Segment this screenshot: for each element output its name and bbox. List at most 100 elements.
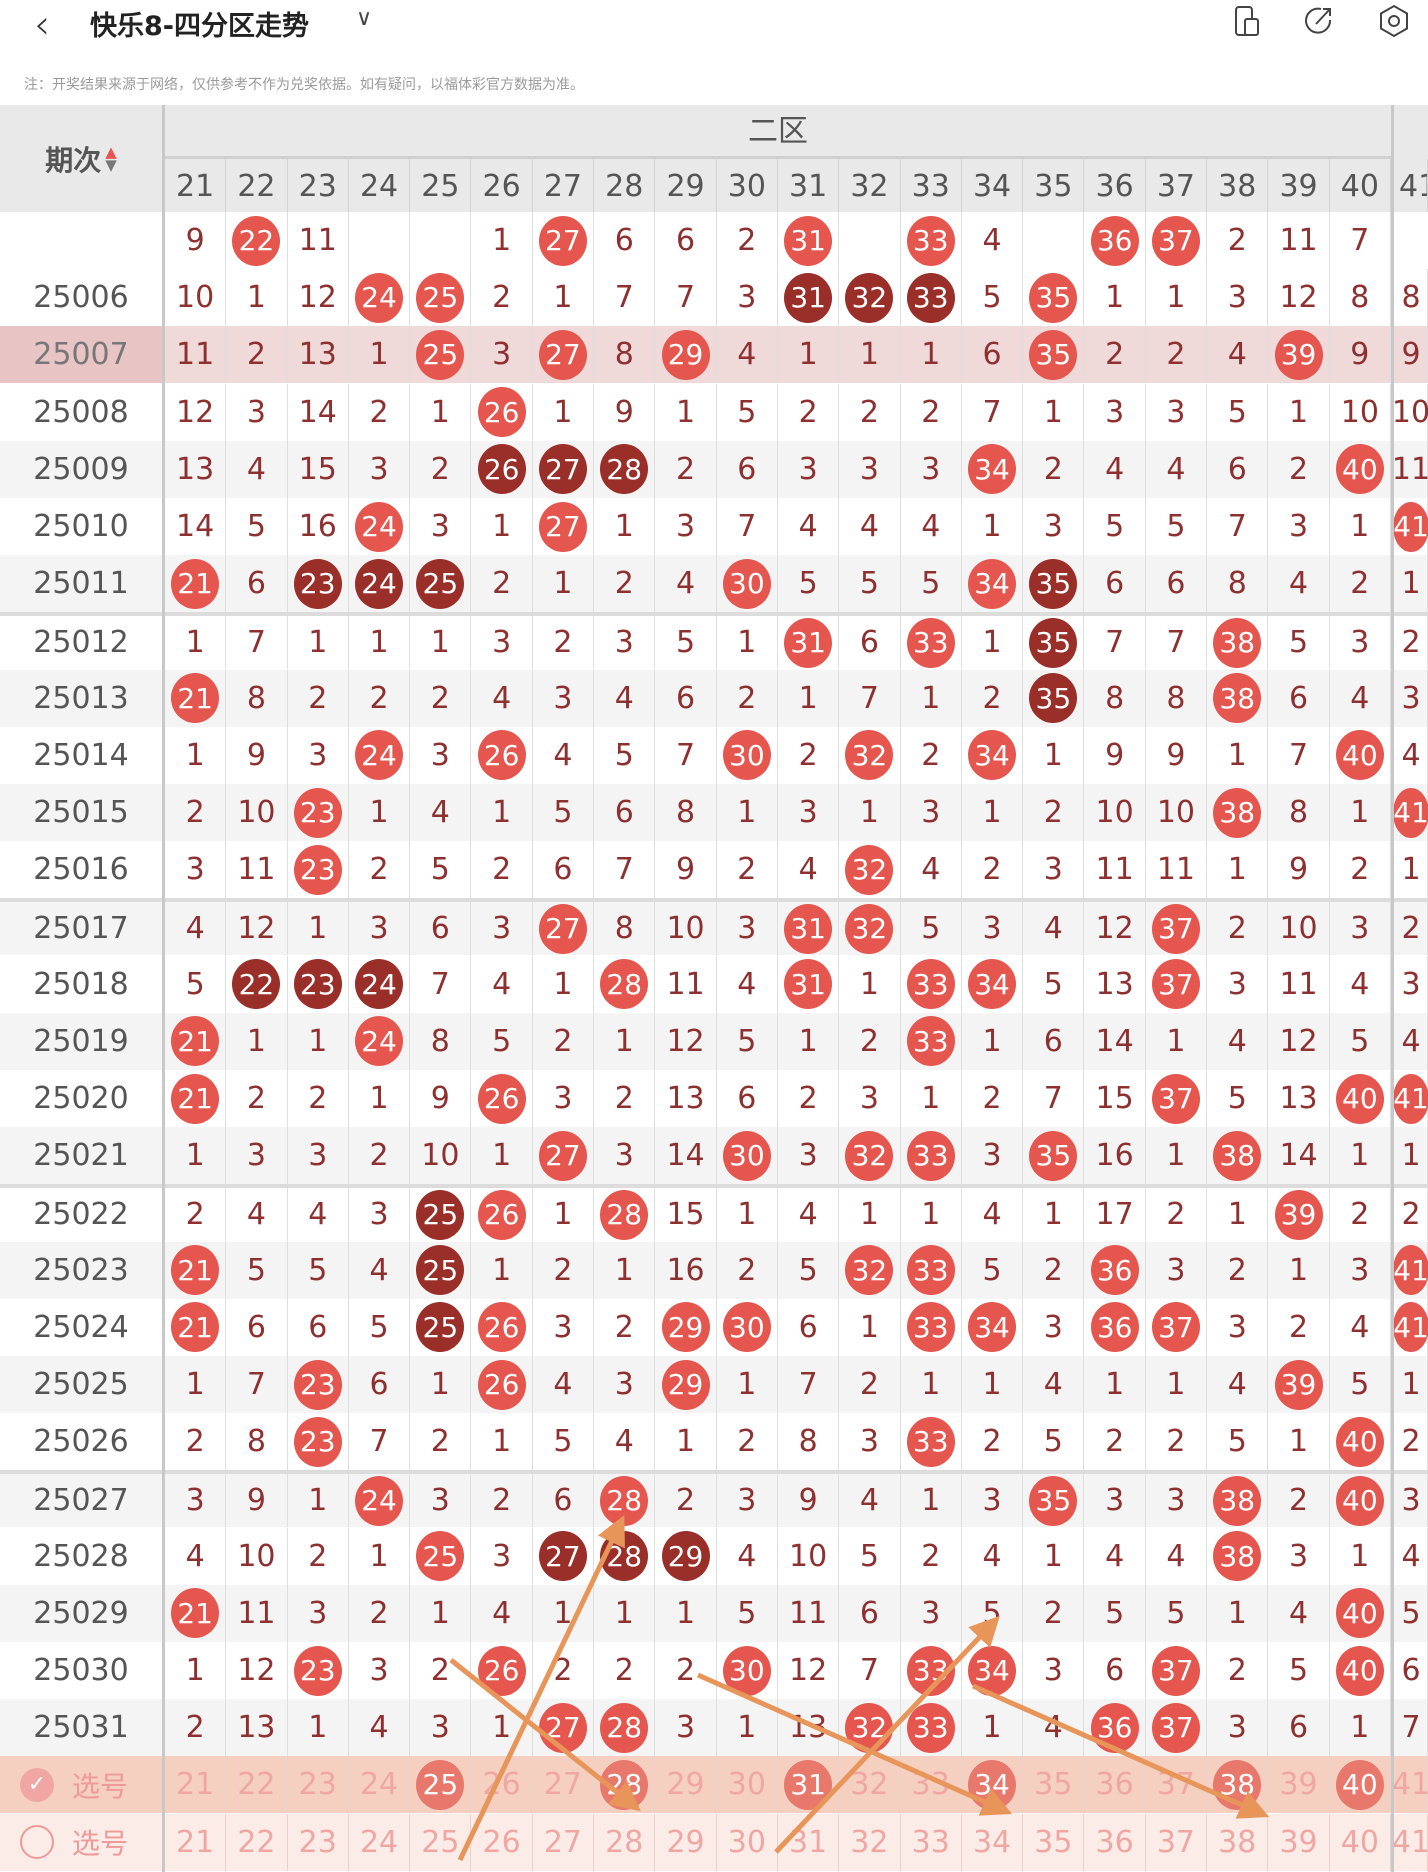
pick-number-37[interactable]: 37 <box>1146 1813 1208 1871</box>
cell-value: 2 <box>1043 1595 1063 1631</box>
sort-icon[interactable]: ▲ ▼ <box>105 142 117 174</box>
table-row[interactable]: 25026 2 8 23 7 2 1 5 4 1 2 8 3 33 2 5 2 2 5 1 40 2 <box>0 1413 1428 1471</box>
table-row[interactable]: 25017 4 12 1 3 6 3 27 8 10 3 31 32 5 3 4 12 37 2 10 3 2 <box>0 898 1428 956</box>
table-row[interactable]: 25027 3 9 1 24 3 2 6 28 2 3 9 4 1 3 35 3 3 38 2 40 3 <box>0 1470 1428 1528</box>
pick-number-24[interactable]: 24 <box>349 1813 411 1871</box>
pick-number-21[interactable]: 21 <box>165 1756 227 1814</box>
pick-number-24[interactable]: 24 <box>349 1756 411 1814</box>
table-row[interactable]: 25030 1 12 23 3 2 26 2 2 2 30 12 7 33 34 3 6 37 2 5 40 6 <box>0 1642 1428 1699</box>
pick-number-37[interactable]: 37 <box>1146 1756 1208 1814</box>
cell: 30 <box>717 1298 778 1356</box>
pick-number-21[interactable]: 21 <box>165 1813 227 1871</box>
pick-number-29[interactable]: 29 <box>655 1813 717 1871</box>
table-row[interactable]: 25008 12 3 14 2 1 26 1 9 1 5 2 2 2 7 1 3 3 5 1 10 10 <box>0 383 1428 441</box>
pick-number-39[interactable]: 39 <box>1268 1756 1330 1814</box>
picker-toggle[interactable]: ✓ 选号 <box>0 1756 162 1813</box>
pick-number-23[interactable]: 23 <box>288 1813 349 1871</box>
table-row[interactable]: 25028 4 10 2 1 25 3 27 28 29 4 10 5 2 4 1 4 4 38 3 1 4 <box>0 1527 1428 1585</box>
table-row[interactable]: 25012 1 7 1 1 1 3 2 3 5 1 31 6 33 1 35 7 7 38 5 3 2 <box>0 612 1428 670</box>
pick-number-30[interactable]: 30 <box>717 1756 778 1814</box>
back-chevron-left-icon[interactable]: ‹ <box>34 2 50 48</box>
pick-number-33[interactable]: 33 <box>901 1813 962 1871</box>
table-row[interactable]: 25029 21 11 3 2 1 4 1 1 1 5 11 6 3 5 2 5 5 1 4 40 5 <box>0 1584 1428 1642</box>
pick-number-35[interactable]: 35 <box>1023 1813 1085 1871</box>
pick-number-26[interactable]: 26 <box>472 1756 533 1814</box>
cell-value: 2 <box>1288 451 1309 487</box>
table-body[interactable]: 9 22 11 1 27 6 6 2 31 33 4 36 37 2 11 7 25006 10 1 12 24 25 2 1… <box>0 212 1428 1872</box>
table-row[interactable]: 25010 14 5 16 24 3 1 27 1 3 7 4 4 4 1 3 5 5 7 3 1 41 <box>0 498 1428 555</box>
cell-value: 1 <box>492 223 512 258</box>
table-row[interactable]: 25031 2 13 1 4 3 1 27 28 3 1 13 32 33 1 4 36 37 3 6 1 7 <box>0 1699 1428 1757</box>
pick-number-23[interactable]: 23 <box>288 1756 349 1814</box>
table-row[interactable]: 25013 21 8 2 2 2 4 3 4 6 2 1 7 1 2 35 8 8 38 6 4 3 <box>0 669 1428 727</box>
hit-ball: 21 <box>171 558 220 609</box>
cell-value: 30 <box>727 1767 766 1803</box>
pick-number-36[interactable]: 36 <box>1085 1813 1146 1871</box>
pick-number-40[interactable]: 40 <box>1330 1756 1391 1814</box>
pick-number-31[interactable]: 31 <box>778 1813 840 1871</box>
pick-number-30[interactable]: 30 <box>717 1813 778 1871</box>
checkbox-checked-icon[interactable]: ✓ <box>20 1767 54 1802</box>
pick-number-31[interactable]: 31 <box>778 1756 840 1814</box>
pick-number-22[interactable]: 22 <box>226 1813 288 1871</box>
cell: 1 <box>901 326 962 384</box>
table-row[interactable]: 25011 21 6 23 24 25 2 1 2 4 30 5 5 5 34 35 6 6 8 4 2 1 <box>0 555 1428 613</box>
share-icon[interactable] <box>1302 4 1336 38</box>
pick-number-39[interactable]: 39 <box>1268 1813 1330 1871</box>
table-row[interactable]: 25007 11 2 13 1 25 3 27 8 29 4 1 1 1 6 35 2 2 4 39 9 9 <box>0 326 1428 384</box>
pick-number-28[interactable]: 28 <box>594 1756 656 1814</box>
settings-icon[interactable] <box>1377 4 1411 38</box>
pick-number-26[interactable]: 26 <box>472 1813 533 1871</box>
pick-number-22[interactable]: 22 <box>226 1756 288 1814</box>
pick-number-25[interactable]: 25 <box>410 1756 472 1814</box>
cell: 23 <box>288 841 349 899</box>
table-row[interactable]: 25016 3 11 23 2 5 2 6 7 9 2 4 32 4 2 3 11 11 1 9 2 1 <box>0 841 1428 899</box>
pick-number-41[interactable]: 41 <box>1392 1756 1428 1814</box>
pick-number-27[interactable]: 27 <box>533 1756 595 1814</box>
table-row[interactable]: 25015 2 10 23 1 4 1 5 6 8 1 3 1 3 1 2 10 10 38 8 1 41 <box>0 784 1428 841</box>
cell: 10 <box>778 1527 840 1585</box>
table-row[interactable]: 25006 10 1 12 24 25 2 1 7 7 3 31 32 33 5 35 1 1 3 12 8 8 <box>0 269 1428 327</box>
table-row[interactable]: 25014 1 9 3 24 3 26 4 5 7 30 2 32 2 34 1 9 9 1 7 40 4 <box>0 726 1428 784</box>
pick-number-38[interactable]: 38 <box>1207 1813 1269 1871</box>
pick-number-34[interactable]: 34 <box>962 1813 1024 1871</box>
pick-number-28[interactable]: 28 <box>594 1813 656 1871</box>
number-picker-row[interactable]: 选号 21 22 23 24 25 26 27 28 29 30 31 32 33 34 35 36 37 38 39… <box>0 1813 1428 1871</box>
table-row[interactable]: 25020 21 2 2 1 9 26 3 2 13 6 2 3 1 2 7 15 37 5 13 40 41 <box>0 1070 1428 1127</box>
cell: 6 <box>717 440 778 498</box>
cell-value: 3 <box>614 625 634 661</box>
table-row[interactable]: 25009 13 4 15 3 2 26 27 28 2 6 3 3 3 34 2 4 4 6 2 40 11 <box>0 440 1428 498</box>
table-row[interactable]: 25022 2 4 4 3 25 26 1 28 15 1 4 1 1 4 1 17 2 1 39 2 2 <box>0 1184 1428 1242</box>
cell: 3 <box>1268 1527 1330 1585</box>
table-row[interactable]: 25023 21 5 5 4 25 1 2 1 16 2 5 32 33 5 2 36 3 2 1 3 41 <box>0 1241 1428 1299</box>
table-row[interactable]: 25024 21 6 6 5 25 26 3 2 29 30 6 1 33 34 3 36 37 3 2 4 41 <box>0 1298 1428 1356</box>
cell: 26 <box>472 440 533 498</box>
period-header[interactable]: 期次 ▲ ▼ <box>0 105 162 212</box>
cell: 5 <box>472 1012 533 1070</box>
cell-value: 9 <box>246 737 266 773</box>
pick-number-32[interactable]: 32 <box>839 1756 901 1814</box>
table-row[interactable]: 25021 1 3 3 2 10 1 27 3 14 30 3 32 33 3 35 16 1 38 14 1 1 <box>0 1127 1428 1185</box>
pick-number-34[interactable]: 34 <box>962 1756 1024 1814</box>
pick-number-41[interactable]: 41 <box>1392 1813 1428 1871</box>
table-row[interactable]: 25025 1 7 23 6 1 26 4 3 29 1 7 2 1 1 4 1 1 4 39 5 1 <box>0 1356 1428 1413</box>
pick-number-25[interactable]: 25 <box>410 1813 472 1871</box>
pick-number-29[interactable]: 29 <box>655 1756 717 1814</box>
pick-number-33[interactable]: 33 <box>901 1756 962 1814</box>
pick-number-32[interactable]: 32 <box>839 1813 901 1871</box>
column-header-25: 25 <box>410 159 472 212</box>
device-icon[interactable] <box>1230 4 1264 38</box>
cell: 25 <box>410 326 472 384</box>
pick-number-35[interactable]: 35 <box>1023 1756 1085 1814</box>
table-row[interactable]: 25018 5 22 23 24 7 4 1 28 11 4 31 1 33 34 5 13 37 3 11 4 3 <box>0 955 1428 1013</box>
checkbox-unchecked-icon[interactable] <box>20 1825 54 1860</box>
picker-toggle[interactable]: 选号 <box>0 1814 162 1871</box>
cell-value: 4 <box>614 680 634 716</box>
chevron-down-icon[interactable]: ∨ <box>356 6 373 31</box>
pick-number-36[interactable]: 36 <box>1085 1756 1146 1814</box>
pick-number-27[interactable]: 27 <box>533 1813 595 1871</box>
table-row[interactable]: 25019 21 1 1 24 8 5 2 1 12 5 1 2 33 1 6 14 1 4 12 5 4 <box>0 1012 1428 1070</box>
pick-number-40[interactable]: 40 <box>1330 1813 1391 1871</box>
pick-number-38[interactable]: 38 <box>1207 1756 1269 1814</box>
number-picker-row[interactable]: ✓ 选号 21 22 23 24 25 26 27 28 29 30 31 32 33 34 35 36 37 38 3… <box>0 1756 1428 1814</box>
